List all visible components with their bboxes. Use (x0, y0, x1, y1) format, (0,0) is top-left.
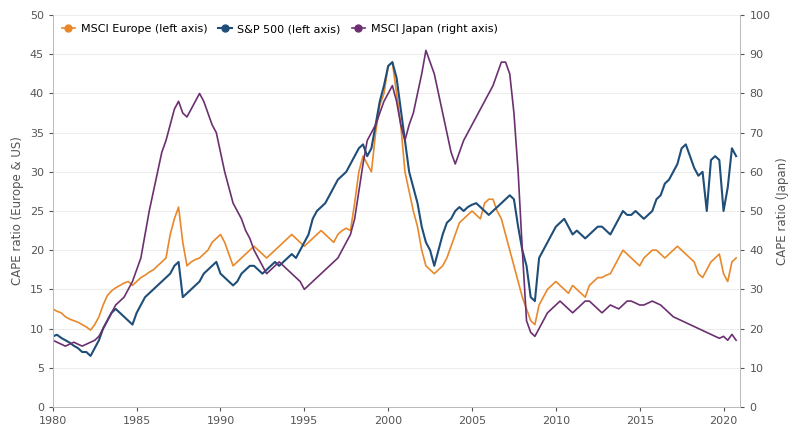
Y-axis label: CAPE ratio (Europe & US): CAPE ratio (Europe & US) (11, 136, 24, 285)
Y-axis label: CAPE ratio (Japan): CAPE ratio (Japan) (776, 157, 789, 265)
Legend: MSCI Europe (left axis), S&P 500 (left axis), MSCI Japan (right axis): MSCI Europe (left axis), S&P 500 (left a… (58, 21, 501, 38)
